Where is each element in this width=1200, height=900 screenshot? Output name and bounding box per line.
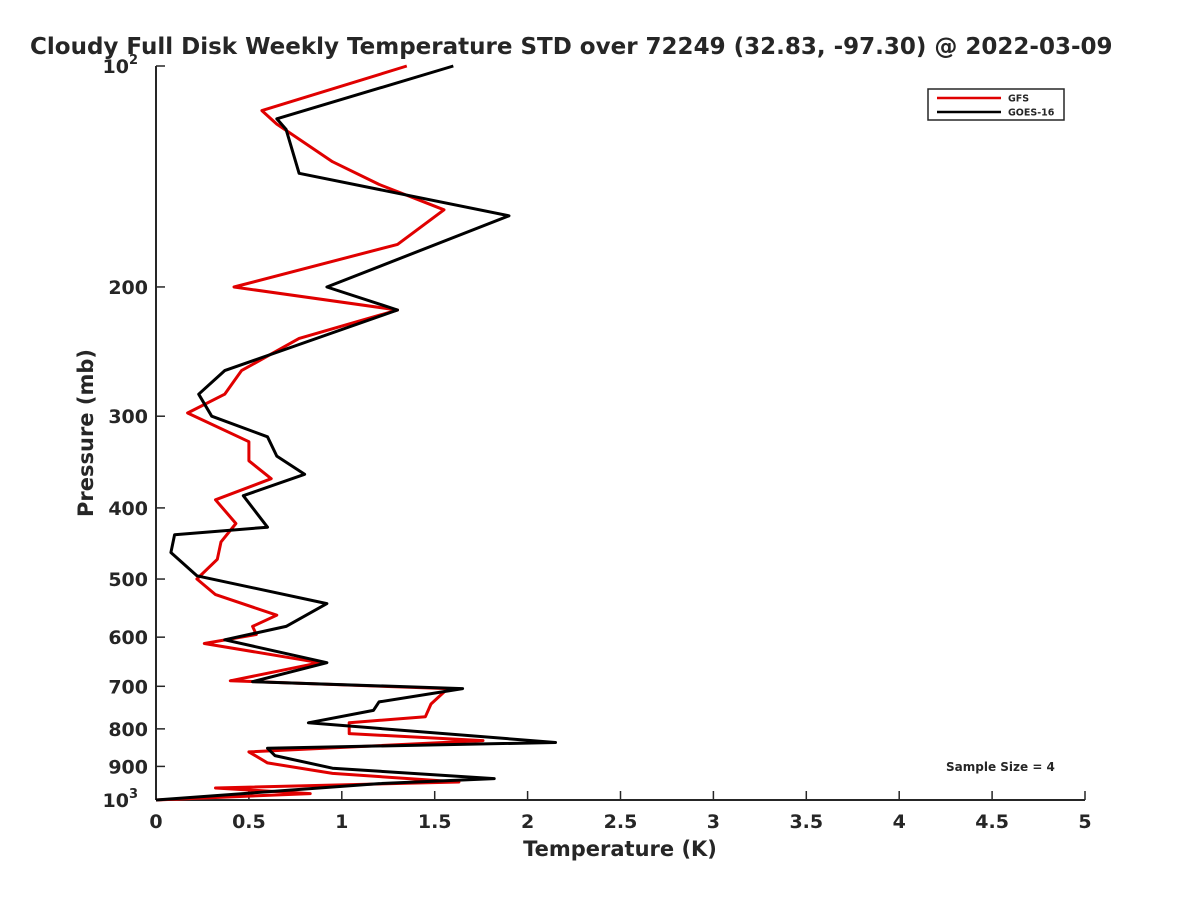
legend-label-goes-16: GOES-16 [1008,108,1055,119]
series-line-goes-16 [155,64,557,802]
x-tick-label: 4.5 [975,811,1009,833]
y-tick-label: 200 [108,277,148,299]
x-axis-label: Temperature (K) [523,837,717,861]
y-tick-label: 600 [108,627,148,649]
y-tick-label: 700 [108,676,148,698]
y-tick-label: 800 [108,719,148,741]
series-layer [155,64,557,802]
legend: GFS GOES-16 [927,88,1065,121]
y-tick-label: 500 [108,569,148,591]
x-tick-label: 0.5 [232,811,266,833]
legend-label-gfs: GFS [1008,94,1029,105]
plot-area: 0 0.5 1 1.5 2 2.5 3 3.5 4 4.5 5 102 200 300 400 500 600 7… [103,53,1092,833]
y-axis-label: Pressure (mb) [74,349,98,517]
x-tick-label: 5 [1078,811,1091,833]
x-tick-label: 2 [521,811,534,833]
y-tick-label: 400 [108,498,148,520]
x-tick-label: 2.5 [604,811,638,833]
y-tick-label: 900 [108,756,148,778]
x-tick-label: 4 [893,811,906,833]
legend-box [927,88,1065,121]
x-tick-label: 1.5 [418,811,452,833]
x-tick-label: 3 [707,811,720,833]
y-tick-label: 300 [108,406,148,428]
x-tick-label: 1 [335,811,348,833]
x-tick-label: 0 [149,811,162,833]
sample-size-annotation: Sample Size = 4 [946,760,1055,774]
x-tick-label: 3.5 [789,811,823,833]
y-tick-label: 102 [103,53,139,78]
y-tick-label: 103 [103,787,139,812]
chart-title: Cloudy Full Disk Weekly Temperature STD … [30,34,1113,60]
